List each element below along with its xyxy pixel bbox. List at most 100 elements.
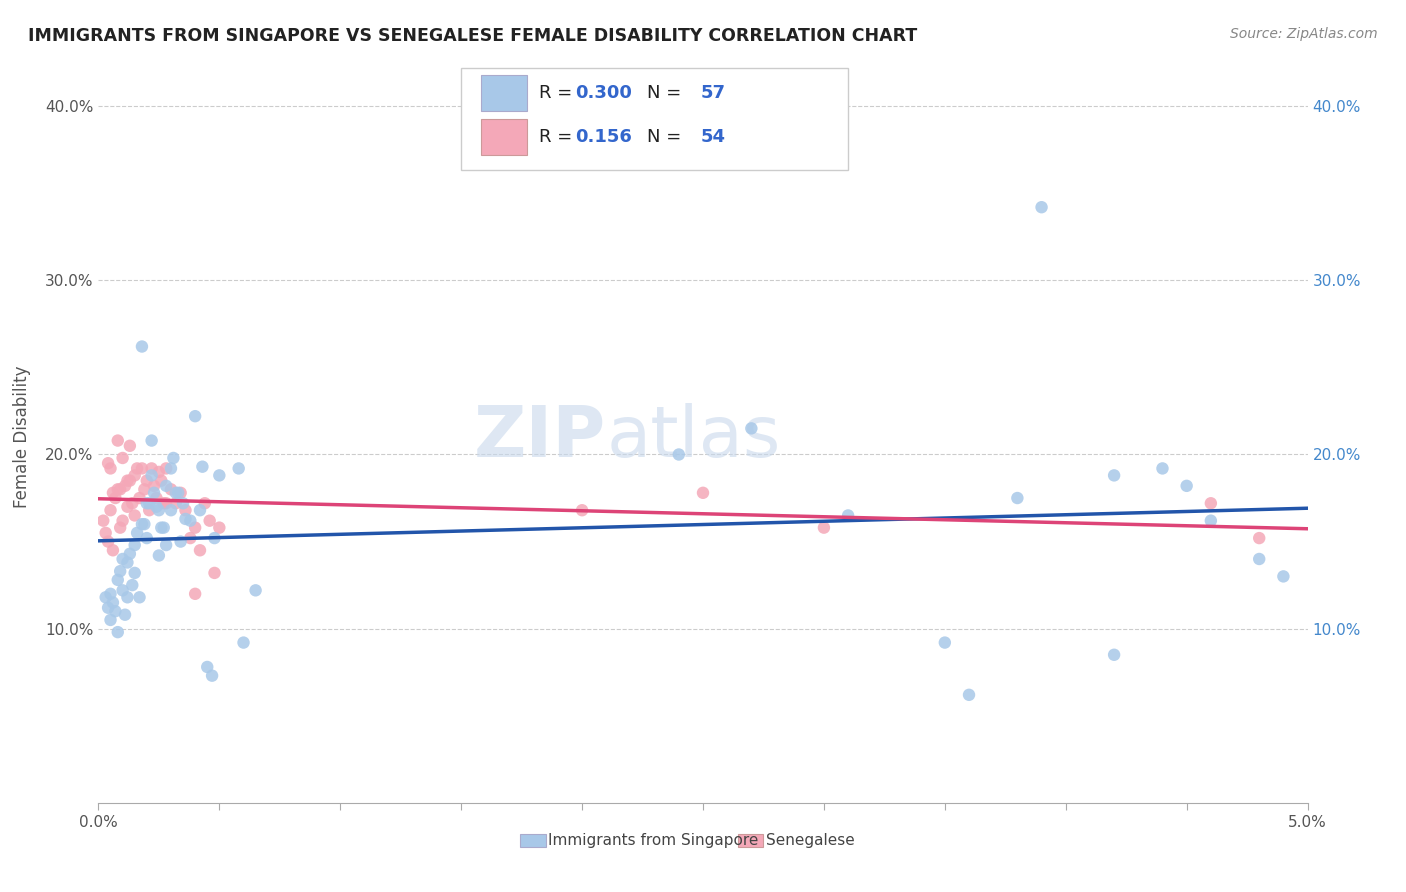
Point <box>143 479 166 493</box>
Point <box>204 531 226 545</box>
Point <box>245 583 267 598</box>
Point <box>1102 648 1125 662</box>
Point <box>155 479 177 493</box>
Point <box>141 461 163 475</box>
Point <box>128 491 150 505</box>
Point <box>134 483 156 497</box>
Point <box>1175 479 1198 493</box>
Point <box>121 578 143 592</box>
Point <box>100 461 122 475</box>
Point <box>128 591 150 605</box>
Point <box>100 613 122 627</box>
Point <box>934 635 956 649</box>
Point <box>100 587 122 601</box>
Point <box>150 474 173 488</box>
Point <box>91 514 114 528</box>
Point <box>107 434 129 448</box>
Point <box>101 543 124 558</box>
Point <box>97 456 120 470</box>
Point <box>1272 569 1295 583</box>
Point <box>124 508 146 523</box>
Point <box>131 339 153 353</box>
Text: Senegalese: Senegalese <box>766 833 855 847</box>
Point <box>1199 514 1222 528</box>
Point <box>188 503 211 517</box>
Point <box>124 566 146 580</box>
Point <box>107 573 129 587</box>
Text: R =: R = <box>538 128 578 145</box>
Point <box>127 461 149 475</box>
Text: ZIP: ZIP <box>474 402 606 472</box>
Point <box>114 607 136 622</box>
Point <box>184 521 207 535</box>
Point <box>145 491 167 505</box>
Point <box>150 521 173 535</box>
Text: Immigrants from Singapore: Immigrants from Singapore <box>548 833 759 847</box>
Point <box>138 503 160 517</box>
Point <box>138 496 160 510</box>
Point <box>813 521 835 535</box>
Point <box>174 512 197 526</box>
Point <box>94 591 117 605</box>
Point <box>104 604 127 618</box>
Text: atlas: atlas <box>606 402 780 472</box>
Point <box>117 474 139 488</box>
Point <box>232 635 254 649</box>
Point <box>169 534 191 549</box>
Point <box>1249 531 1271 545</box>
Point <box>111 583 134 598</box>
Point <box>155 461 177 475</box>
Point <box>191 459 214 474</box>
Point <box>124 468 146 483</box>
Point <box>155 538 177 552</box>
Point <box>1249 552 1271 566</box>
Point <box>97 600 120 615</box>
Point <box>127 525 149 540</box>
Point <box>179 531 201 545</box>
Point <box>155 496 177 510</box>
Point <box>184 409 207 424</box>
Point <box>1152 461 1174 475</box>
Point <box>160 483 183 497</box>
Point <box>165 485 187 500</box>
Point <box>121 496 143 510</box>
Point <box>131 517 153 532</box>
Point <box>1031 200 1053 214</box>
Point <box>228 461 250 475</box>
Point <box>108 483 131 497</box>
Point <box>208 521 231 535</box>
Point <box>148 549 170 563</box>
Text: N =: N = <box>647 128 688 145</box>
Point <box>1102 468 1125 483</box>
Point <box>152 496 174 510</box>
Point <box>165 496 187 510</box>
Point <box>118 474 141 488</box>
Point <box>94 525 117 540</box>
Point <box>571 503 593 517</box>
Point <box>124 538 146 552</box>
Point <box>204 566 226 580</box>
Point <box>668 448 690 462</box>
Point <box>134 517 156 532</box>
Text: 0.156: 0.156 <box>575 128 633 145</box>
Text: R =: R = <box>538 84 578 102</box>
Point <box>143 485 166 500</box>
Point <box>111 514 134 528</box>
Point <box>208 468 231 483</box>
Point <box>118 547 141 561</box>
Point <box>107 483 129 497</box>
Point <box>135 474 157 488</box>
Point <box>184 587 207 601</box>
Point <box>141 434 163 448</box>
Point <box>692 485 714 500</box>
Point <box>107 625 129 640</box>
Point <box>160 503 183 517</box>
Point <box>188 543 211 558</box>
Text: 57: 57 <box>702 84 725 102</box>
Point <box>108 564 131 578</box>
Point <box>114 479 136 493</box>
Text: 54: 54 <box>702 128 725 145</box>
Point <box>117 556 139 570</box>
Point <box>198 514 221 528</box>
Point <box>101 485 124 500</box>
